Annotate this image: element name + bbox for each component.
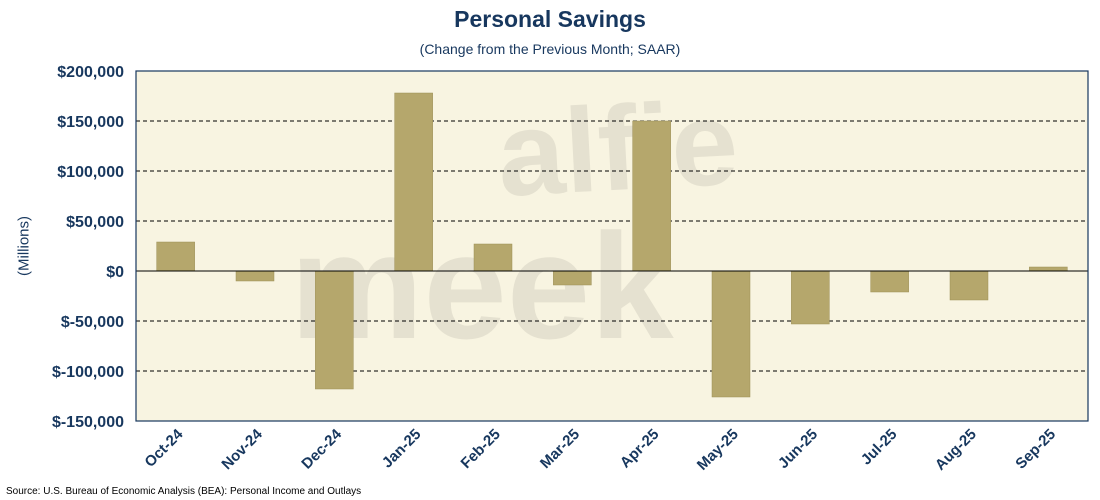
y-tick-label: $-50,000 (61, 314, 124, 331)
bar-mar-25 (553, 270, 592, 286)
y-tick-label: $-150,000 (52, 414, 124, 431)
source-note: Source: U.S. Bureau of Economic Analysis… (6, 486, 362, 497)
bar-apr-25 (632, 120, 671, 272)
y-axis-ticks: $200,000 $150,000 $100,000 $50,000 $0 $-50,00… (52, 64, 124, 431)
y-tick-label: $-100,000 (52, 364, 124, 381)
gridlines (136, 120, 1088, 372)
bar-dec-24 (315, 270, 354, 390)
bar-sep-25 (1029, 266, 1068, 272)
y-tick-label: $50,000 (66, 214, 124, 231)
bar-feb-25 (473, 243, 513, 272)
y-tick-label: $0 (106, 264, 124, 281)
y-tick-label: $150,000 (57, 114, 124, 131)
y-tick-label: $100,000 (57, 164, 124, 181)
chart-title: Personal Savings (454, 6, 646, 32)
x-tick-label: Mar-25 (537, 426, 583, 472)
plot-border (135, 70, 1089, 422)
bar-jan-25 (394, 92, 433, 272)
x-tick-label: Feb-25 (458, 426, 504, 472)
bars (156, 92, 1068, 398)
bar-aug-25 (949, 270, 989, 301)
watermark-text-2: meek (290, 202, 674, 370)
x-tick-label: Nov-24 (218, 425, 266, 473)
x-tick-label: Oct-24 (141, 425, 186, 470)
bar-may-25 (711, 270, 751, 398)
x-tick-label: Jan-25 (379, 426, 425, 472)
y-tick-label: $200,000 (57, 64, 124, 81)
x-tick-label: Apr-25 (617, 426, 663, 472)
x-tick-label: Aug-25 (932, 426, 980, 474)
chart-subtitle: (Change from the Previous Month; SAAR) (419, 41, 681, 57)
x-tick-label: Dec-24 (298, 425, 345, 472)
x-axis-ticks: Oct-24 Nov-24 Dec-24 Jan-25 Feb-25 Mar-25 Apr-… (141, 425, 1059, 473)
x-tick-label: Sep-25 (1012, 426, 1059, 473)
bar-jul-25 (870, 270, 909, 293)
bar-jun-25 (791, 270, 830, 325)
x-tick-label: Jun-25 (775, 426, 821, 472)
plot-background (136, 71, 1088, 421)
x-tick-label: May-25 (694, 426, 742, 474)
x-tick-label: Jul-25 (858, 426, 901, 469)
bar-nov-24 (235, 270, 275, 282)
bar-oct-24 (156, 241, 195, 272)
watermark-text-1: alfie (494, 76, 741, 222)
